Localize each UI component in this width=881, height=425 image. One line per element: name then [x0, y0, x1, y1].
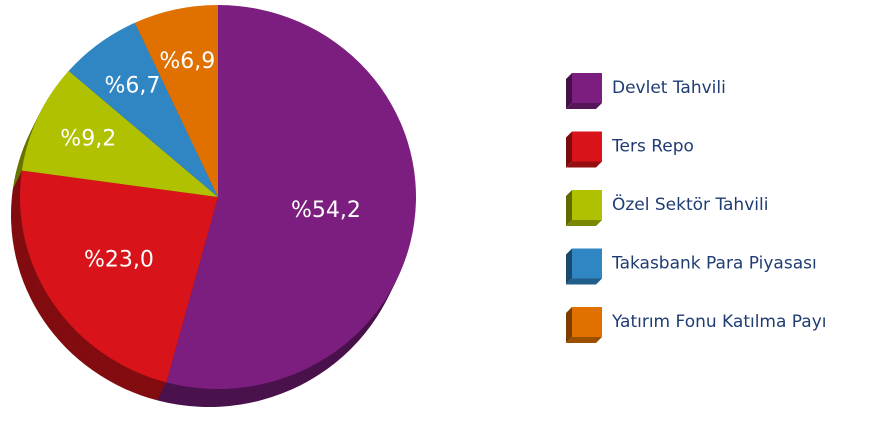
legend-label: Ters Repo	[611, 137, 694, 157]
legend-key-bottom	[566, 220, 602, 226]
slice	[19, 170, 219, 383]
slice	[166, 5, 416, 390]
slice-label: %54,2	[291, 198, 361, 223]
legend-item: Ters Repo	[566, 131, 694, 168]
slice	[21, 70, 218, 197]
legend-label: Yatırım Fonu Katılma Payı	[611, 312, 827, 332]
slice	[134, 4, 218, 197]
legend-key-bottom	[566, 337, 602, 343]
legend-item: Devlet Tahvili	[566, 73, 726, 109]
legend-label: Takasbank Para Piyasası	[611, 254, 817, 274]
legend-key-bottom	[566, 161, 602, 168]
legend-key-side	[566, 73, 572, 109]
legend-key-bottom	[566, 103, 602, 109]
legend-key-side	[566, 131, 572, 168]
legend-key	[572, 73, 602, 103]
slice-label: %6,9	[159, 49, 215, 74]
slice-label: %23,0	[84, 248, 154, 273]
legend-item: Özel Sektör Tahvili	[566, 190, 768, 226]
legend-key	[572, 131, 602, 162]
legend-label: Özel Sektör Tahvili	[612, 193, 768, 215]
legend-key	[572, 307, 602, 337]
legend-key-side	[566, 248, 572, 285]
legend-key	[572, 190, 602, 220]
legend-key-side	[566, 307, 572, 343]
slice-label: %9,2	[60, 127, 116, 152]
legend-key-bottom	[566, 278, 602, 285]
slice	[68, 22, 218, 198]
legend-key-side	[566, 190, 572, 226]
legend-item: Takasbank Para Piyasası	[566, 248, 817, 285]
legend-key	[572, 248, 602, 279]
legend-item: Yatırım Fonu Katılma Payı	[566, 307, 827, 343]
legend-label: Devlet Tahvili	[612, 78, 726, 98]
slice-label: %6,7	[104, 73, 160, 98]
